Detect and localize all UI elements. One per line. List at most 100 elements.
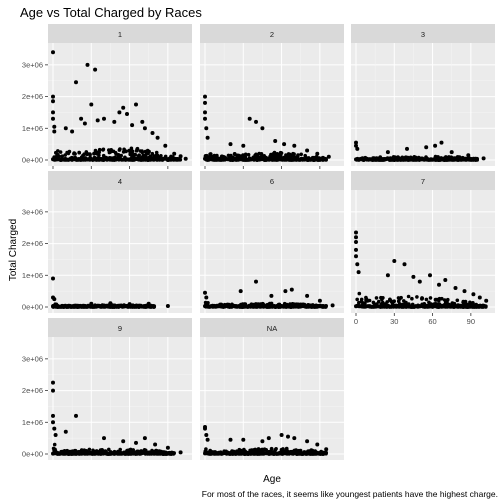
facet-panel-6: 6 bbox=[200, 171, 344, 313]
data-point bbox=[354, 254, 358, 259]
data-point bbox=[405, 146, 409, 151]
data-point bbox=[52, 124, 57, 129]
data-point bbox=[77, 150, 81, 155]
data-point bbox=[443, 278, 448, 282]
facet-panel-background bbox=[48, 190, 192, 313]
data-point bbox=[356, 270, 361, 275]
data-point bbox=[385, 300, 390, 304]
data-point bbox=[241, 143, 246, 148]
data-point bbox=[143, 149, 148, 154]
data-point bbox=[481, 156, 486, 161]
facet-panel-background bbox=[48, 337, 192, 460]
data-point bbox=[324, 157, 328, 162]
data-point bbox=[355, 262, 360, 267]
facet-panels: 1 0e+00 1e+06 2e+06 3e+06 0 30 60 90 20306090 3 4 0e… bbox=[22, 24, 495, 460]
data-point bbox=[475, 156, 479, 161]
data-point bbox=[437, 282, 441, 287]
data-point bbox=[134, 102, 138, 107]
data-point bbox=[127, 302, 132, 307]
data-point bbox=[142, 126, 147, 131]
data-point bbox=[411, 274, 416, 279]
data-point bbox=[53, 447, 57, 452]
data-point bbox=[364, 295, 368, 300]
data-point bbox=[203, 426, 207, 431]
data-point bbox=[51, 116, 55, 121]
data-point bbox=[51, 380, 55, 385]
data-point bbox=[279, 433, 284, 437]
data-point bbox=[260, 439, 265, 444]
data-point bbox=[433, 298, 438, 302]
data-point bbox=[52, 297, 57, 302]
data-point bbox=[203, 154, 208, 158]
data-point bbox=[385, 273, 390, 278]
data-point bbox=[433, 143, 438, 148]
data-point bbox=[51, 276, 55, 281]
data-point bbox=[153, 442, 158, 447]
data-point bbox=[420, 296, 425, 301]
data-point bbox=[315, 442, 320, 447]
data-point bbox=[385, 150, 390, 155]
data-point bbox=[238, 289, 243, 294]
data-point bbox=[117, 148, 122, 152]
data-point bbox=[354, 247, 358, 252]
data-point bbox=[354, 230, 358, 235]
data-point bbox=[232, 152, 237, 156]
facet-strip-label: 3 bbox=[421, 30, 425, 39]
data-point bbox=[95, 151, 99, 156]
data-point bbox=[289, 287, 294, 292]
facet-strip-label: 1 bbox=[118, 30, 122, 39]
facet-strip-label: 9 bbox=[118, 324, 122, 333]
data-point bbox=[354, 140, 358, 145]
data-point bbox=[63, 429, 68, 434]
data-point bbox=[67, 149, 72, 154]
data-point bbox=[204, 295, 209, 300]
facet-strip bbox=[200, 24, 344, 43]
data-point bbox=[203, 94, 207, 99]
data-point bbox=[269, 446, 274, 451]
facet-strip bbox=[351, 171, 495, 190]
data-point bbox=[130, 123, 135, 128]
y-axis-title: Total Charged bbox=[8, 219, 19, 281]
data-point bbox=[142, 436, 147, 441]
data-point bbox=[377, 299, 381, 304]
data-point bbox=[292, 143, 297, 148]
data-point bbox=[129, 148, 134, 153]
data-point bbox=[253, 447, 258, 452]
data-point bbox=[70, 129, 75, 134]
y-tick-label: 2e+06 bbox=[22, 92, 43, 101]
data-point bbox=[204, 126, 209, 131]
data-point bbox=[73, 152, 77, 156]
data-point bbox=[246, 152, 251, 157]
data-point bbox=[303, 153, 308, 158]
facet-strip bbox=[48, 171, 192, 190]
data-point bbox=[97, 147, 102, 152]
data-point bbox=[330, 303, 335, 308]
facet-strip-label: NA bbox=[267, 324, 277, 333]
data-point bbox=[392, 259, 397, 263]
data-point bbox=[150, 151, 155, 156]
data-point bbox=[107, 447, 111, 452]
data-point bbox=[79, 448, 84, 452]
data-point bbox=[254, 152, 258, 157]
data-point bbox=[260, 126, 265, 131]
data-point bbox=[57, 154, 61, 158]
data-point bbox=[178, 157, 183, 162]
data-point bbox=[203, 290, 207, 295]
data-point bbox=[95, 118, 100, 123]
data-point bbox=[440, 296, 444, 301]
data-point bbox=[471, 292, 476, 297]
facet-strip-label: 4 bbox=[118, 177, 122, 186]
x-axis-title: Age bbox=[263, 474, 281, 485]
data-point bbox=[292, 152, 296, 156]
data-point bbox=[203, 110, 207, 115]
data-point bbox=[88, 152, 92, 156]
data-point bbox=[228, 142, 233, 147]
data-point bbox=[257, 151, 262, 156]
data-point bbox=[355, 146, 360, 151]
data-point bbox=[254, 279, 258, 284]
data-point bbox=[462, 300, 466, 305]
data-point bbox=[125, 112, 129, 116]
data-point bbox=[85, 152, 89, 157]
data-point bbox=[208, 152, 213, 156]
